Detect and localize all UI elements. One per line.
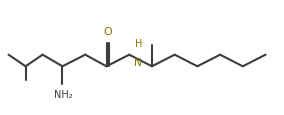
Text: H: H <box>135 38 142 48</box>
Text: NH₂: NH₂ <box>54 90 72 100</box>
Text: O: O <box>103 27 112 37</box>
Text: N: N <box>134 58 142 67</box>
